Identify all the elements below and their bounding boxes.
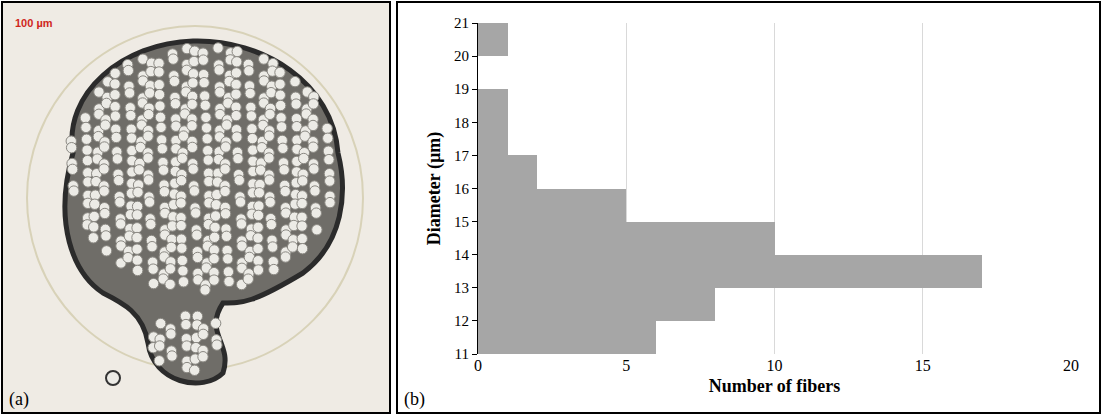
html-text:(b): (b) <box>404 389 425 409</box>
svg-text:Number of fibers: Number of fibers <box>709 376 841 396</box>
html-text:(a): (a) <box>9 389 29 409</box>
svg-text:10: 10 <box>767 357 783 374</box>
svg-text:15: 15 <box>915 357 931 374</box>
svg-text:12: 12 <box>454 313 469 329</box>
svg-text:21: 21 <box>454 15 469 31</box>
svg-text:14: 14 <box>454 247 470 263</box>
svg-text:20: 20 <box>1063 357 1079 374</box>
html-text:100 µm: 100 µm <box>15 17 53 29</box>
svg-text:19: 19 <box>454 81 469 97</box>
svg-text:17: 17 <box>454 148 470 164</box>
svg-text:11: 11 <box>455 346 469 362</box>
svg-text:15: 15 <box>454 214 469 230</box>
svg-text:5: 5 <box>622 357 630 374</box>
svg-text:20: 20 <box>454 48 469 64</box>
svg-text:13: 13 <box>454 280 469 296</box>
svg-text:Diameter (µm): Diameter (µm) <box>424 132 445 245</box>
svg-text:18: 18 <box>454 115 469 131</box>
svg-text:16: 16 <box>454 181 470 197</box>
svg-text:0: 0 <box>474 357 482 374</box>
